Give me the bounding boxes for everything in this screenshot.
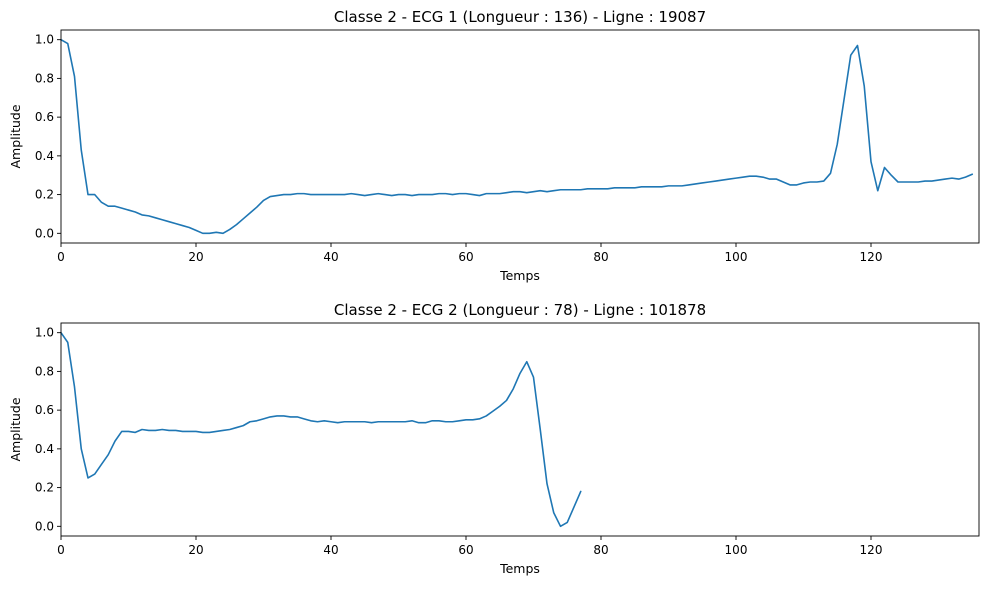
x-tick-label-2-6: 120: [860, 543, 883, 557]
y-tick-label-2-2: 0.4: [35, 442, 54, 456]
plot-frame-2: [60, 322, 980, 537]
x-axis-label-1: Temps: [499, 268, 540, 283]
chart-title-2: Classe 2 - ECG 2 (Longueur : 78) - Ligne…: [334, 301, 706, 319]
subplot-1: 0 20 40 60 80 100 120 0.0 0.2 0.4 0.6 0.8 1.0 Classe …: [8, 8, 980, 283]
x-tick-label-1-2: 40: [323, 250, 338, 264]
x-tick-label-1-6: 120: [860, 250, 883, 264]
y-tick-label-1-4: 0.8: [35, 71, 54, 85]
x-tick-label-2-4: 80: [593, 543, 608, 557]
y-tick-label-2-0: 0.0: [35, 519, 54, 533]
x-tick-label-1-4: 80: [593, 250, 608, 264]
y-axis-label-1: Amplitude: [8, 104, 23, 168]
x-tick-label-2-0: 0: [57, 543, 65, 557]
y-tick-label-1-2: 0.4: [35, 149, 54, 163]
x-tick-label-1-3: 60: [458, 250, 473, 264]
chart-title-1: Classe 2 - ECG 1 (Longueur : 136) - Lign…: [334, 8, 706, 26]
x-tick-label-1-1: 20: [188, 250, 203, 264]
y-tick-label-2-4: 0.8: [35, 364, 54, 378]
y-tick-label-1-1: 0.2: [35, 188, 54, 202]
y-axis-label-2: Amplitude: [8, 397, 23, 461]
y-tick-label-2-1: 0.2: [35, 481, 54, 495]
y-tick-label-2-5: 1.0: [35, 326, 54, 340]
x-tick-label-2-1: 20: [188, 543, 203, 557]
x-tick-label-2-2: 40: [323, 543, 338, 557]
x-axis-label-2: Temps: [499, 561, 540, 576]
x-tick-label-1-5: 100: [725, 250, 748, 264]
series-line-1: [60, 38, 974, 235]
x-tick-label-2-5: 100: [725, 543, 748, 557]
series-line-2: [60, 331, 582, 528]
x-tick-label-2-3: 60: [458, 543, 473, 557]
y-tick-label-2-3: 0.6: [35, 403, 54, 417]
x-tick-label-1-0: 0: [57, 250, 65, 264]
y-tick-label-1-0: 0.0: [35, 226, 54, 240]
y-tick-label-1-5: 1.0: [35, 33, 54, 47]
subplot-2: 0 20 40 60 80 100 120 0.0 0.2 0.4 0.6 0.8 1.0 Classe …: [8, 301, 980, 576]
y-tick-label-1-3: 0.6: [35, 110, 54, 124]
plot-frame-1: [60, 29, 980, 244]
